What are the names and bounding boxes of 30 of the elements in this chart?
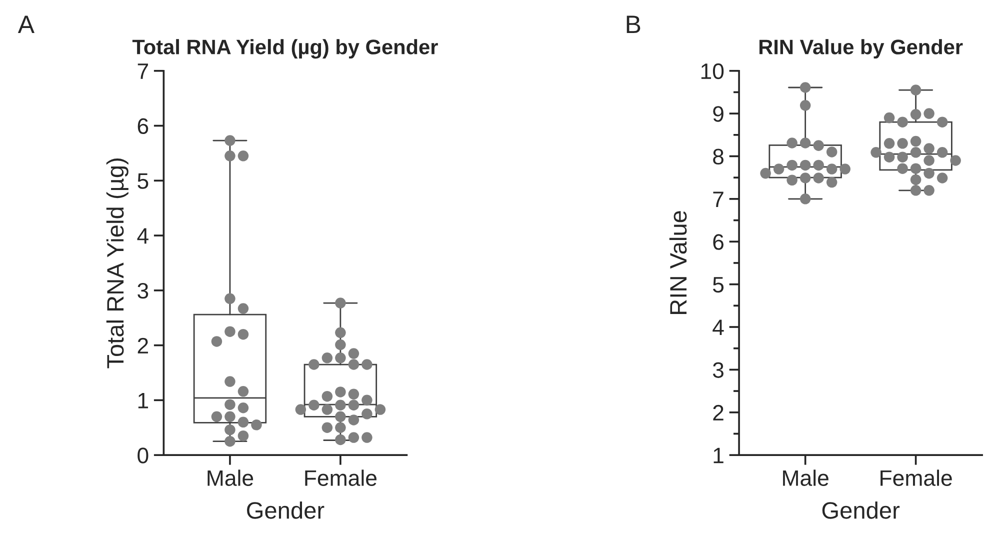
x-tick-label: Female xyxy=(880,470,952,486)
x-tick-label: Male xyxy=(783,470,828,486)
y-tick-label: 7 xyxy=(138,64,148,79)
y-tick-label: 0 xyxy=(138,448,148,464)
y-axis-title: Total RNA Yield (µg) xyxy=(106,158,128,368)
y-tick-label: 2 xyxy=(713,404,724,420)
y-tick-label: 5 xyxy=(712,277,724,293)
y-axis-title: RIN Value xyxy=(669,211,687,314)
chart-title: RIN Value by Gender xyxy=(759,39,963,59)
text: A xyxy=(18,16,34,34)
y-tick-label: 1 xyxy=(138,392,148,408)
x-tick-label: Female xyxy=(305,470,376,486)
x-axis-title: Gender xyxy=(822,501,900,519)
y-tick-label: 9 xyxy=(713,106,724,122)
y-tick-label: 2 xyxy=(138,338,148,354)
y-tick-label: 6 xyxy=(713,234,724,250)
y-tick-label: 3 xyxy=(138,282,148,299)
y-tick-label: 4 xyxy=(712,320,724,336)
y-tick-label: 10 xyxy=(701,63,724,80)
y-tick-label: 5 xyxy=(138,173,148,189)
text: B xyxy=(626,16,640,34)
y-tick-label: 6 xyxy=(138,118,148,134)
chart-title: Total RNA Yield (µg) by Gender xyxy=(132,39,438,59)
y-tick-label: 1 xyxy=(714,448,724,464)
x-axis-title: Gender xyxy=(247,501,324,519)
y-tick-label: 7 xyxy=(713,192,724,207)
x-tick-label: Male xyxy=(208,470,254,486)
y-tick-label: 3 xyxy=(712,362,724,378)
y-tick-label: 4 xyxy=(137,228,148,244)
y-tick-label: 8 xyxy=(713,148,724,165)
